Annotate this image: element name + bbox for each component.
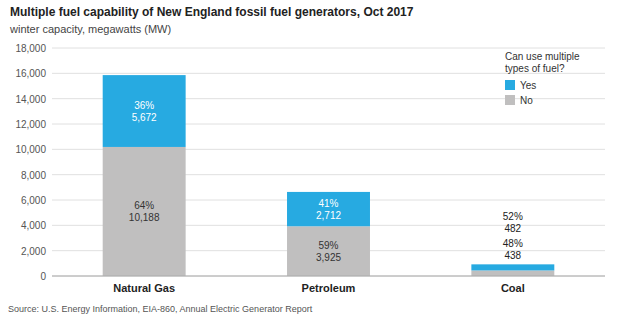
y-tick-label: 14,000 [15,94,46,105]
value-label: 10,188 [129,212,160,223]
legend-title-line: Can use multiple [505,51,580,62]
bar-segment [103,75,186,147]
y-tick-label: 0 [40,271,46,282]
bar-segment [287,226,370,276]
value-label: 2,712 [316,210,341,221]
bar-segment [287,192,370,226]
share-label: 64% [134,200,154,211]
bar-segment [471,270,554,276]
value-label: 438 [504,250,521,261]
y-tick-label: 10,000 [15,144,46,155]
y-tick-label: 18,000 [15,43,46,54]
share-label: 52% [503,211,523,222]
value-label: 482 [504,223,521,234]
y-tick-label: 12,000 [15,119,46,130]
y-tick-label: 6,000 [21,195,46,206]
share-label: 59% [318,240,338,251]
x-axis-line [52,276,605,277]
legend-label: No [520,95,533,106]
legend-swatch [505,80,515,90]
legend-title: Can use multipletypes of fuel? [505,51,580,74]
bar-segment [471,264,554,270]
grid [52,48,605,276]
x-tick-label: Coal [501,282,525,294]
legend-title-line: types of fuel? [505,63,565,74]
subtitle: winter capacity, megawatts (MW) [9,23,171,35]
y-tick-label: 16,000 [15,68,46,79]
y-tick-label: 4,000 [21,220,46,231]
chart: Multiple fuel capability of New England … [0,0,620,318]
grid-line [52,276,605,277]
y-tick-label: 2,000 [21,246,46,257]
legend: Can use multipletypes of fuel? Yes No [505,51,580,106]
data-labels: 64%10,188 36%5,672 59%3,925 41%2,712 43848% 4… [129,100,523,263]
legend-label: Yes [520,80,536,91]
legend-swatch [505,95,515,105]
y-tick-label: 8,000 [21,170,46,181]
x-tick-label: Natural Gas [113,282,175,294]
value-label: 3,925 [316,252,341,263]
value-label: 5,672 [132,112,157,123]
x-tick-label: Petroleum [302,282,356,294]
grid-line [52,48,605,49]
title: Multiple fuel capability of New England … [10,5,414,19]
source: Source: U.S. Energy Information, EIA-860… [8,304,313,314]
bar-segment [103,147,186,276]
share-label: 41% [318,198,338,209]
bars [103,75,555,276]
share-label: 36% [134,100,154,111]
share-label: 48% [503,238,523,249]
